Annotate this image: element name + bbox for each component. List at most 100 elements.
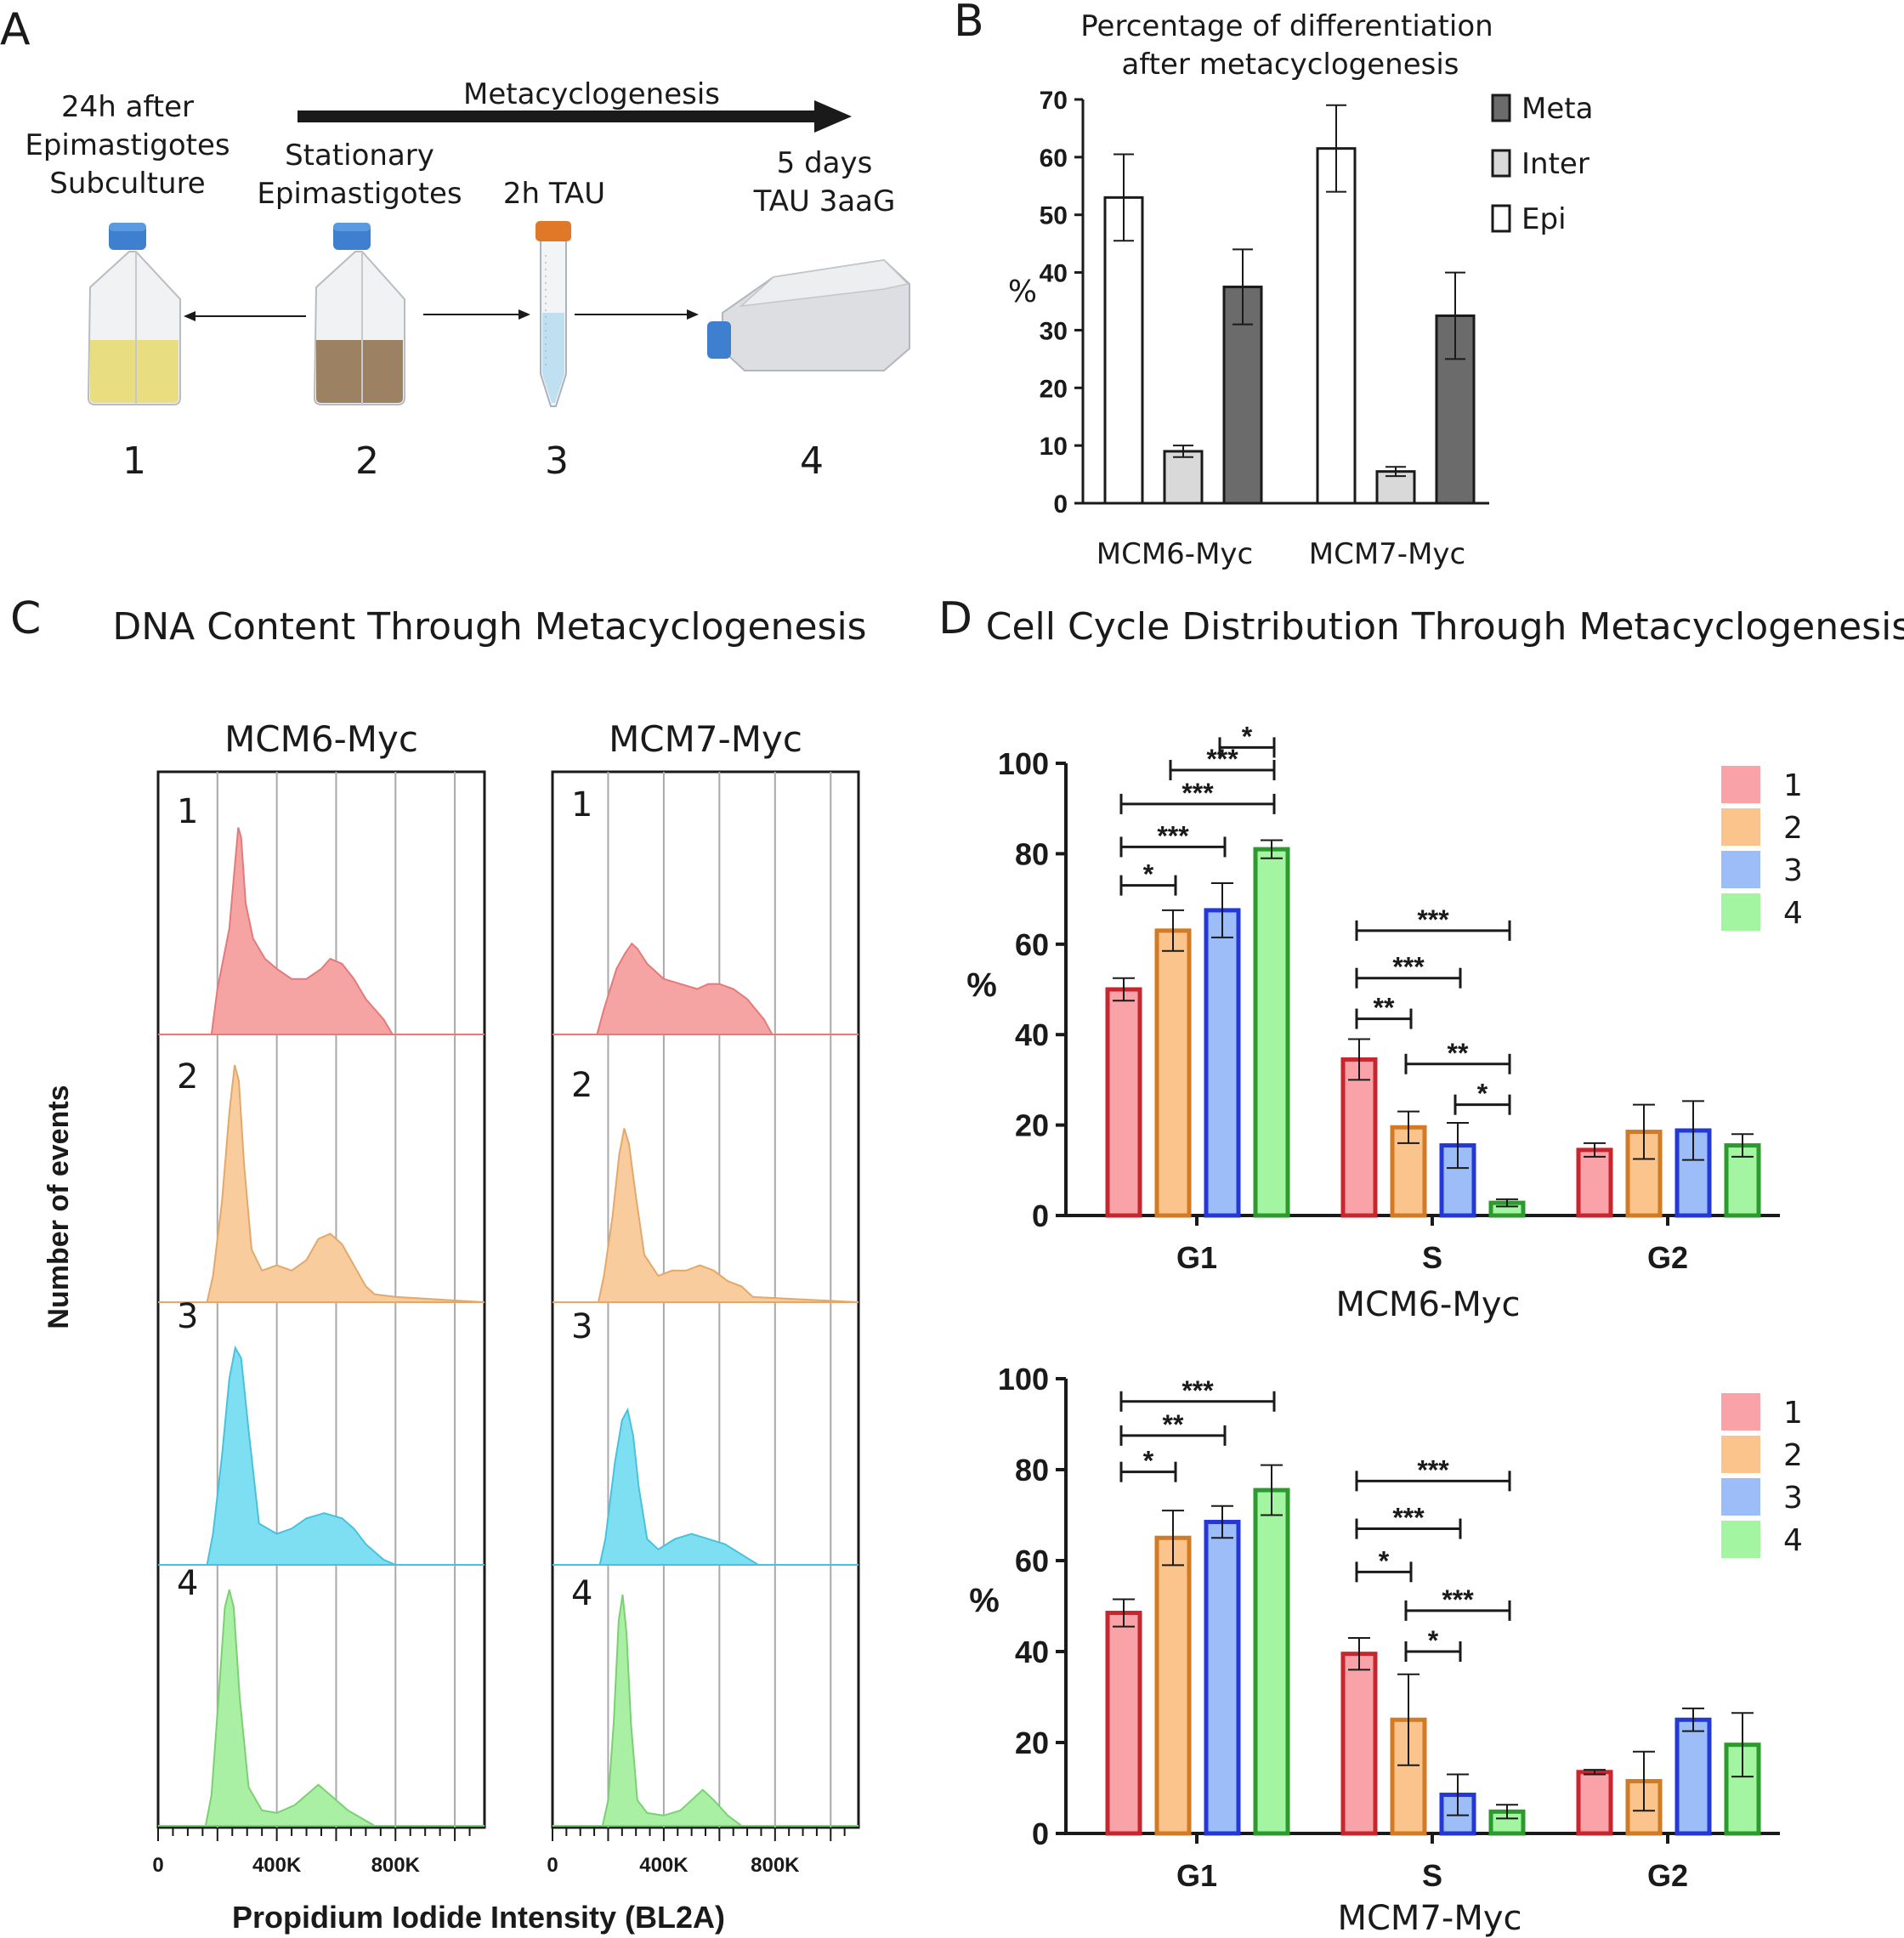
panel-b-y-axis-label: % xyxy=(1008,275,1037,309)
panel-letter-d: D xyxy=(938,593,972,644)
histogram-x-tick-label: 0 xyxy=(152,1854,163,1877)
panel-d-charts: Cell Cycle Distribution Through Metacycl… xyxy=(966,605,1904,1938)
histogram-stage-4-mcm6-myc xyxy=(158,1589,484,1827)
panel-b-chart: Percentage of differentiation after meta… xyxy=(1008,9,1594,571)
panel-d-bar-stage-1 xyxy=(1105,987,1142,1218)
significance-label: * xyxy=(1477,1079,1488,1109)
step-1-number: 1 xyxy=(122,439,146,483)
panel-b-legend-label: Epi xyxy=(1522,202,1567,236)
significance-label: * xyxy=(1379,1545,1390,1576)
panel-c-x-axis-label: Propidium Iodide Intensity (BL2A) xyxy=(232,1900,725,1935)
panel-d-legend-label: 4 xyxy=(1783,1523,1803,1558)
histogram-x-tick-label: 800K xyxy=(751,1854,800,1877)
panel-d-y-tick-label: 60 xyxy=(1015,927,1049,962)
panel-b-legend-label: Meta xyxy=(1522,92,1593,126)
step-2-number: 2 xyxy=(355,439,379,483)
panel-c-y-axis-label: Number of events xyxy=(42,1085,75,1329)
panel-d-legend-label: 1 xyxy=(1783,1396,1803,1431)
panel-b-title-line-1: Percentage of differentiation xyxy=(1080,9,1493,43)
step-4-number: 4 xyxy=(800,439,824,483)
flask-1-icon xyxy=(87,223,181,405)
panel-d-bottom-subtitle: MCM7-Myc xyxy=(1337,1899,1522,1938)
panel-b-title-line-2: after metacyclogenesis xyxy=(1121,48,1459,82)
step-1-caption-line-3: Subculture xyxy=(49,167,205,201)
significance-label: *** xyxy=(1392,952,1425,983)
histogram-stage-4-mcm7-myc xyxy=(552,1595,858,1827)
panel-b-legend-swatch xyxy=(1491,149,1511,178)
histogram-stage-label: 1 xyxy=(177,792,198,831)
significance-label: *** xyxy=(1157,820,1189,851)
histogram-stage-label: 4 xyxy=(571,1574,592,1613)
panel-d-bar-stage-1 xyxy=(1340,1652,1378,1836)
panel-d-bar-stage-3 xyxy=(1204,908,1241,1218)
panel-d-bar-stage-1 xyxy=(1105,1611,1142,1836)
histogram-stage-label: 4 xyxy=(177,1564,198,1603)
panel-d-bar-stage-1 xyxy=(1576,1770,1613,1836)
flask-2-icon xyxy=(313,223,405,405)
falcon-tube-3-icon xyxy=(536,221,571,407)
significance-label: ** xyxy=(1374,993,1395,1023)
panel-d-y-tick-label: 40 xyxy=(1015,1017,1049,1052)
panel-b-bar-epi xyxy=(1103,196,1144,505)
step-4-caption-line-2: TAU 3aaG xyxy=(753,184,896,218)
panel-b-y-tick-label: 30 xyxy=(1040,317,1068,345)
histogram-stage-label: 3 xyxy=(177,1297,198,1336)
step-2-caption-line-2: Epimastigotes xyxy=(257,177,462,211)
panel-d-legend-swatch xyxy=(1721,1436,1760,1473)
panel-b-bar-epi xyxy=(1316,147,1357,505)
panel-d-y-tick-label: 40 xyxy=(1015,1635,1049,1669)
panel-d-y-tick-label: 20 xyxy=(1015,1108,1049,1143)
culture-flask-4-icon xyxy=(707,258,910,371)
panel-d-legend-label: 3 xyxy=(1783,853,1803,888)
step-4-caption-line-1: 5 days xyxy=(777,146,873,180)
panel-b-category-label: MCM7-Myc xyxy=(1309,537,1465,571)
panel-d-title: Cell Cycle Distribution Through Metacycl… xyxy=(986,605,1904,649)
significance-label: ** xyxy=(1448,1038,1469,1068)
panel-d-legend-swatch xyxy=(1721,766,1760,803)
histogram-x-tick-label: 400K xyxy=(639,1854,688,1877)
histogram-stage-2-mcm7-myc xyxy=(552,1128,859,1303)
significance-label: * xyxy=(1143,859,1154,890)
significance-label: ** xyxy=(1163,1409,1184,1440)
tube-3-liquid xyxy=(542,313,564,403)
panel-d-top-y-label: % xyxy=(966,966,997,1004)
panel-b-y-tick-label: 40 xyxy=(1040,260,1068,288)
significance-label: * xyxy=(1143,1446,1154,1476)
panel-d-legend-label: 2 xyxy=(1783,811,1803,846)
step-1-caption-line-1: 24h after xyxy=(61,90,194,124)
panel-b-category-label: MCM6-Myc xyxy=(1096,537,1253,571)
panel-b-legend: Meta Inter Epi xyxy=(1491,92,1593,236)
metacyclogenesis-arrow-head xyxy=(814,100,852,133)
histogram-stage-3-mcm6-myc xyxy=(158,1345,484,1566)
panel-d-category-label: G1 xyxy=(1176,1858,1217,1893)
panel-d-category-label: G1 xyxy=(1176,1240,1217,1275)
panel-c-plots: 1 2 3 4 0 400K 800K 1 2 3 4 0 400K 800K xyxy=(152,770,860,1877)
histogram-stage-label: 1 xyxy=(571,785,592,824)
significance-label: *** xyxy=(1182,778,1214,808)
panel-letter-a: A xyxy=(0,4,31,55)
panel-d-bar-stage-1 xyxy=(1340,1057,1378,1218)
panel-d-category-label: S xyxy=(1422,1240,1442,1275)
panel-b-y-tick-label: 60 xyxy=(1040,144,1068,173)
panel-d-bar-stage-4 xyxy=(1253,847,1290,1218)
significance-label: *** xyxy=(1442,1584,1474,1615)
panel-d-legend-swatch xyxy=(1721,1393,1760,1431)
panel-d-y-tick-label: 0 xyxy=(1032,1816,1049,1851)
flask-1-liquid xyxy=(90,340,178,403)
significance-label: * xyxy=(1242,721,1253,751)
panel-b-y-tick-label: 10 xyxy=(1040,433,1068,461)
panel-d-bar-stage-3 xyxy=(1674,1128,1712,1218)
panel-b-y-tick-label: 70 xyxy=(1040,87,1068,115)
panel-d-bar-stage-2 xyxy=(1154,1535,1192,1836)
panel-d-legend-swatch xyxy=(1721,893,1760,931)
panel-d-y-tick-label: 100 xyxy=(998,746,1049,781)
significance-label: * xyxy=(1428,1625,1439,1656)
panel-d-legend-swatch xyxy=(1721,851,1760,888)
panel-b-legend-swatch xyxy=(1491,204,1511,233)
significance-label: *** xyxy=(1417,1454,1449,1485)
